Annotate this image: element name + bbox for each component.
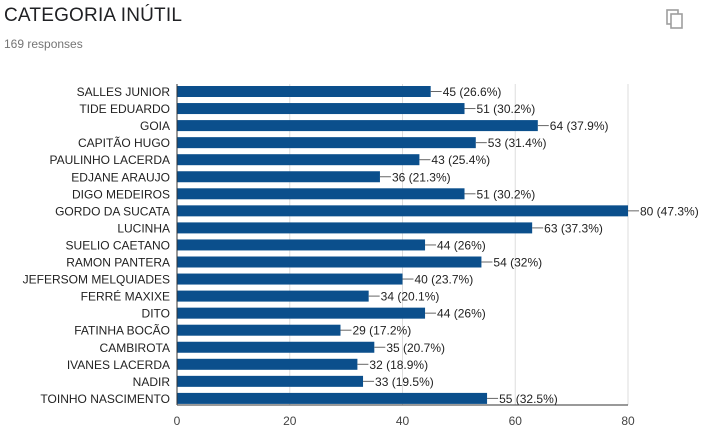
value-label: 43 (25.4%) [431, 153, 490, 167]
bar [177, 171, 380, 183]
x-tick-label: 20 [283, 414, 297, 428]
category-label: DITO [142, 307, 170, 321]
category-label: TIDE EDUARDO [79, 102, 170, 116]
bar [177, 120, 538, 132]
copy-icon[interactable] [664, 8, 686, 30]
category-label: RAMON PANTERA [66, 256, 170, 270]
category-label: LUCINHA [117, 221, 170, 235]
value-label: 64 (37.9%) [550, 119, 609, 133]
bar [177, 375, 364, 387]
category-label: JEFERSOM MELQUIADES [23, 273, 170, 287]
bar [177, 103, 465, 115]
value-label: 32 (18.9%) [369, 358, 428, 372]
category-label: GOIA [140, 119, 170, 133]
bar [177, 324, 341, 336]
value-label: 35 (20.7%) [386, 341, 445, 355]
value-label: 34 (20.1%) [381, 290, 440, 304]
category-label: CAMBIROTA [100, 341, 170, 355]
bar [177, 222, 533, 234]
category-label: EDJANE ARAUJO [71, 170, 170, 184]
category-label: PAULINHO LACERDA [50, 153, 170, 167]
bar [177, 137, 476, 149]
bar [177, 154, 420, 166]
value-label: 29 (17.2%) [352, 324, 411, 338]
chart-title: CATEGORIA INÚTIL [4, 5, 183, 26]
category-label: SUELIO CAETANO [66, 238, 170, 252]
category-label: NADIR [133, 375, 171, 389]
x-tick-label: 40 [396, 414, 410, 428]
category-label: SALLES JUNIOR [77, 85, 171, 99]
value-label: 45 (26.6%) [443, 85, 502, 99]
bar [177, 290, 369, 302]
bar [177, 188, 465, 200]
value-label: 54 (32%) [493, 256, 542, 270]
category-label: FERRÉ MAXIXE [81, 289, 170, 304]
bar [177, 358, 358, 370]
value-label: 40 (23.7%) [415, 273, 474, 287]
category-label: CAPITÃO HUGO [78, 136, 170, 150]
value-label: 53 (31.4%) [488, 136, 547, 150]
category-label: TOINHO NASCIMENTO [40, 392, 170, 406]
x-tick-label: 0 [174, 414, 181, 428]
bar [177, 392, 488, 404]
value-label: 44 (26%) [437, 307, 486, 321]
value-label: 33 (19.5%) [375, 375, 434, 389]
value-label: 55 (32.5%) [499, 392, 558, 406]
response-count: 169 responses [4, 37, 83, 51]
category-label: GORDO DA SUCATA [55, 204, 170, 218]
x-tick-label: 60 [509, 414, 523, 428]
bar [177, 341, 375, 353]
value-label: 80 (47.3%) [640, 204, 699, 218]
value-label: 36 (21.3%) [392, 170, 451, 184]
bar [177, 256, 482, 268]
bar [177, 86, 431, 97]
bar [177, 205, 628, 217]
category-label: DIGO MEDEIROS [72, 187, 170, 201]
x-tick-label: 80 [621, 414, 635, 428]
bar [177, 273, 403, 285]
category-label: FATINHA BOCÃO [74, 324, 170, 338]
bar [177, 307, 426, 319]
value-label: 51 (30.2%) [477, 187, 536, 201]
value-label: 63 (37.3%) [544, 221, 603, 235]
value-label: 44 (26%) [437, 238, 486, 252]
value-label: 51 (30.2%) [477, 102, 536, 116]
bar [177, 239, 426, 251]
category-label: IVANES LACERDA [67, 358, 170, 372]
